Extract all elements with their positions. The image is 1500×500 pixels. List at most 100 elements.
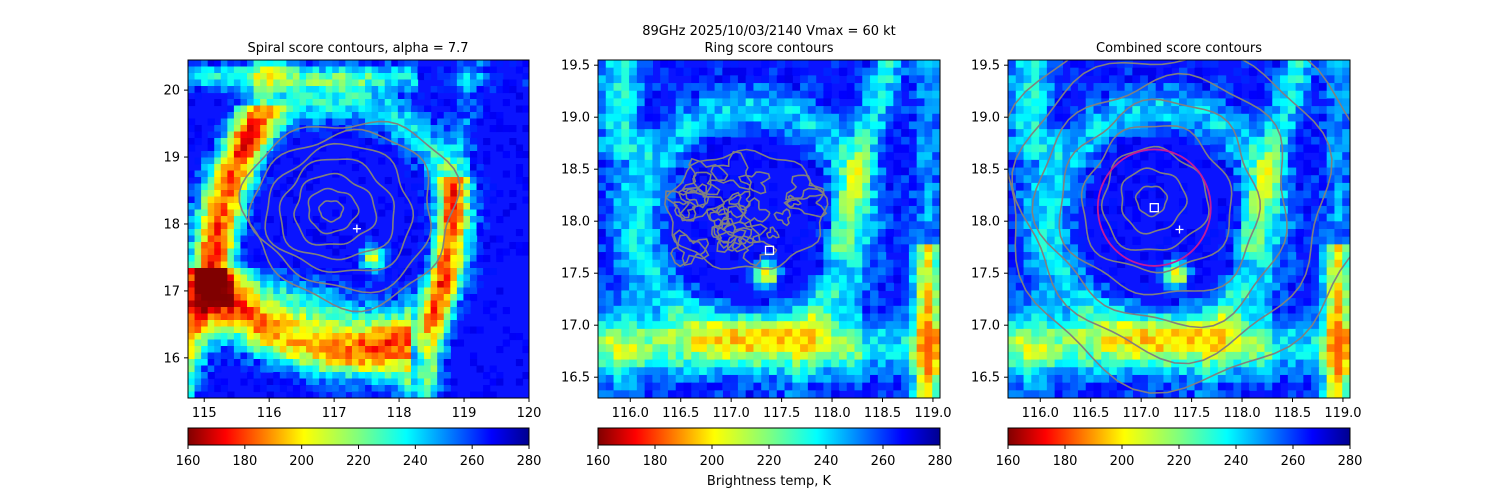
heatmap-cell [792, 159, 801, 169]
heatmap-cell [629, 182, 638, 192]
heatmap-cell [652, 90, 661, 100]
heatmap-cell [1248, 229, 1258, 238]
heatmap-cell [1101, 221, 1110, 230]
heatmap-cell [1015, 267, 1025, 276]
heatmap-cell [201, 333, 209, 341]
heatmap-cell [502, 209, 510, 217]
heatmap-cell [437, 157, 445, 165]
heatmap-cell [417, 164, 425, 172]
heatmap-cell [188, 313, 196, 321]
heatmap-cell [683, 374, 692, 384]
heatmap-cell [417, 170, 425, 178]
heatmap-cell [247, 157, 255, 165]
heatmap-cell [1062, 198, 1071, 207]
heatmap-cell [1186, 267, 1196, 276]
heatmap-cell [378, 66, 386, 74]
heatmap-cell [292, 359, 301, 367]
heatmap-cell [644, 75, 654, 84]
heatmap-cell [1008, 90, 1017, 100]
heatmap-cell [1256, 113, 1266, 123]
heatmap-cell [908, 167, 918, 176]
heatmap-cell [1039, 221, 1048, 230]
heatmap-cell [613, 113, 622, 123]
heatmap-cell [901, 182, 910, 192]
heatmap-cell [188, 235, 196, 243]
heatmap-cell [854, 344, 863, 353]
heatmap-cell [378, 73, 386, 81]
heatmap-cell [644, 351, 654, 361]
heatmap-cell [443, 144, 451, 152]
heatmap-cell [1163, 113, 1172, 123]
heatmap-cell [644, 90, 654, 100]
heatmap-cell [667, 351, 677, 361]
heatmap-cell [854, 90, 863, 100]
heatmap-cell [621, 236, 630, 245]
heatmap-cell [1241, 205, 1250, 215]
heatmap-cell [901, 282, 910, 292]
heatmap-cell [722, 159, 731, 169]
heatmap-cell [1318, 167, 1328, 176]
heatmap-cell [483, 60, 491, 68]
heatmap-cell [1318, 298, 1328, 307]
heatmap-cell [247, 92, 255, 100]
heatmap-cell [371, 248, 379, 256]
heatmap-cell [299, 339, 307, 347]
heatmap-cell [266, 131, 274, 139]
heatmap-cell [636, 267, 646, 276]
heatmap-cell [450, 391, 458, 398]
heatmap-cell [815, 336, 825, 345]
heatmap-cell [292, 99, 301, 107]
heatmap-cell [188, 352, 196, 360]
heatmap-cell [598, 136, 607, 146]
heatmap-cell [1342, 282, 1350, 292]
heatmap-cell [1186, 113, 1196, 123]
heatmap-cell [1272, 290, 1281, 299]
heatmap-cell [338, 372, 346, 380]
heatmap-cell [675, 175, 685, 184]
heatmap-cell [714, 144, 723, 153]
heatmap-cell [737, 344, 747, 353]
heatmap-cell [365, 385, 373, 393]
heatmap-cell [1287, 328, 1297, 338]
heatmap-cell [1077, 90, 1087, 100]
heatmap-cell [450, 333, 458, 341]
heatmap-cell [476, 222, 484, 230]
heatmap-cell [621, 351, 630, 361]
heatmap-cell [1077, 344, 1087, 353]
heatmap-cell [1023, 190, 1032, 199]
heatmap-cell [378, 378, 386, 386]
heatmap-cell [469, 281, 478, 289]
heatmap-cell [1062, 336, 1071, 345]
heatmap-cell [854, 98, 863, 107]
heatmap-cell [901, 144, 910, 153]
heatmap-cell [1062, 290, 1071, 299]
heatmap-cell [450, 235, 458, 243]
heatmap-cell [253, 112, 261, 120]
heatmap-cell [621, 275, 630, 284]
heatmap-cell [188, 118, 196, 126]
heatmap-cell [1116, 121, 1126, 130]
heatmap-cell [1171, 313, 1180, 322]
heatmap-cell [404, 138, 412, 146]
heatmap-cell [404, 170, 412, 178]
heatmap-cell [893, 336, 902, 345]
heatmap-cell [424, 151, 432, 159]
heatmap-cell [358, 112, 366, 120]
heatmap-cell [1241, 60, 1250, 69]
heatmap-cell [769, 290, 778, 299]
heatmap-cell [266, 378, 274, 386]
heatmap-cell [598, 198, 607, 207]
heatmap-cell [227, 157, 235, 165]
heatmap-cell [437, 242, 445, 250]
heatmap-cell [220, 112, 228, 120]
heatmap-cell [1202, 129, 1211, 138]
heatmap-cell [815, 83, 825, 92]
heatmap-cell [699, 351, 708, 361]
heatmap-cell [325, 339, 333, 347]
heatmap-cell [1295, 144, 1304, 153]
heatmap-cell [188, 66, 196, 74]
heatmap-cell [1233, 144, 1242, 153]
heatmap-cell [924, 198, 933, 207]
heatmap-cell [214, 242, 222, 250]
heatmap-cell [776, 390, 786, 398]
